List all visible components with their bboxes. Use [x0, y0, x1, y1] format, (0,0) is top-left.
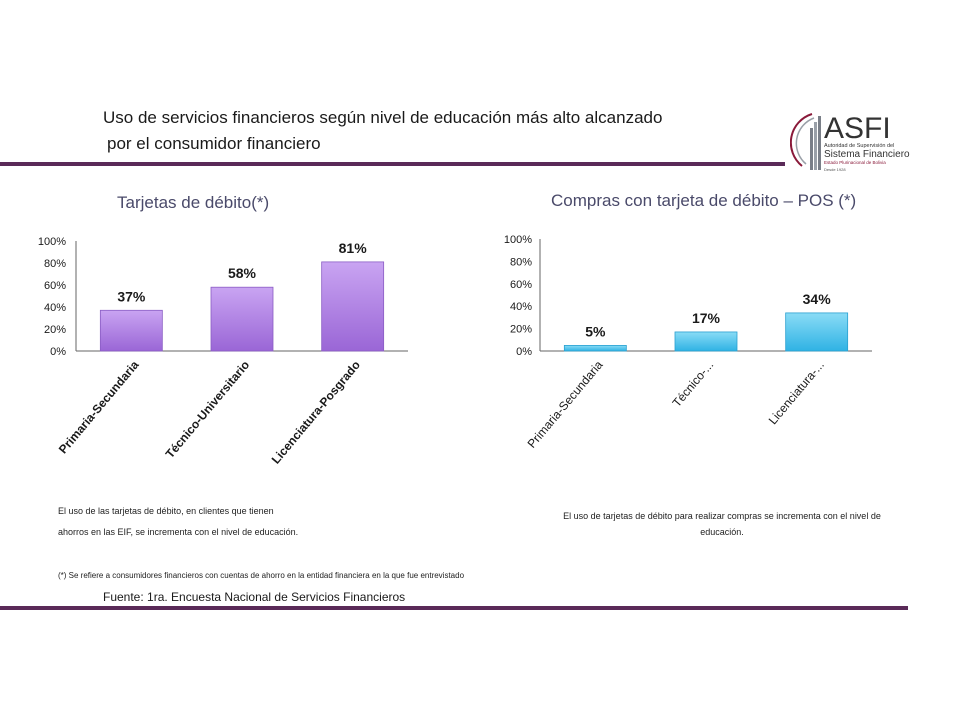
- page-title-line1: Uso de servicios financieros según nivel…: [103, 108, 663, 127]
- chart2-data-label: 17%: [692, 310, 721, 326]
- chart2-ytick-label: 100%: [504, 234, 532, 246]
- footer-divider: [0, 606, 908, 610]
- logo-name: ASFI: [824, 112, 891, 145]
- chart2-category-label: Técnico-...: [670, 358, 717, 410]
- chart2-data-label: 34%: [803, 291, 832, 307]
- note-right: El uso de tarjetas de débito para realiz…: [563, 511, 881, 537]
- footnote: (*) Se refiere a consumidores financiero…: [58, 571, 465, 580]
- chart2-bar: [563, 345, 627, 352]
- chart1-category-label: Primaria-Secundaria: [56, 358, 142, 457]
- logo-line3: Estado Plurinacional de Bolivia: [824, 160, 886, 165]
- chart2-ytick-label: 80%: [510, 256, 532, 268]
- chart1-debit-cards: 100% 80% 60% 40% 20% 0% 37% Primaria-Secundaria…: [38, 236, 408, 467]
- chart1-bar: [321, 261, 385, 352]
- chart1-ytick-label: 40%: [44, 302, 66, 314]
- chart1-ytick-label: 20%: [44, 324, 66, 336]
- chart1-data-label: 58%: [228, 265, 257, 281]
- chart1-title: Tarjetas de débito(*): [117, 193, 270, 212]
- chart2-ytick-label: 60%: [510, 279, 532, 291]
- note-left-line2: ahorros en las EIF, se incrementa con el…: [58, 527, 299, 537]
- chart1-ytick-label: 80%: [44, 258, 66, 270]
- chart2-pos-purchases: 100% 80% 60% 40% 20% 0% 5% Primaria-Secundaria 1…: [504, 234, 872, 451]
- chart1-ytick-label: 60%: [44, 280, 66, 292]
- chart1-data-label: 37%: [117, 288, 146, 304]
- chart2-category-label: Licenciatura-...: [766, 358, 827, 427]
- page-title-line2: por el consumidor financiero: [107, 134, 321, 153]
- chart1-category-label: Técnico-Universitario: [163, 358, 253, 461]
- asfi-logo: ASFI Autoridad de Supervisión del Sistem…: [790, 112, 910, 172]
- chart2-data-label: 5%: [585, 323, 606, 339]
- source-text: Fuente: 1ra. Encuesta Nacional de Servic…: [103, 590, 406, 604]
- chart1-bar: [210, 286, 274, 352]
- chart2-ytick-label: 0%: [516, 346, 532, 358]
- logo-line2: Sistema Financiero: [824, 149, 910, 160]
- header-divider: [0, 162, 785, 166]
- chart2-category-label: Primaria-Secundaria: [525, 358, 606, 451]
- chart2-ytick-label: 20%: [510, 324, 532, 336]
- logo-line1: Autoridad de Supervisión del: [824, 143, 894, 149]
- chart2-bar: [674, 331, 738, 352]
- chart1-ytick-label: 0%: [50, 346, 66, 358]
- chart2-bar: [785, 312, 849, 352]
- chart1-category-label: Licenciatura-Posgrado: [269, 358, 363, 467]
- chart2-title: Compras con tarjeta de débito – POS (*): [551, 191, 857, 210]
- note-left-line1: El uso de las tarjetas de débito, en cli…: [58, 506, 274, 516]
- chart1-bar: [99, 309, 163, 352]
- logo-line4: Desde 1928: [824, 167, 846, 172]
- chart2-ytick-label: 40%: [510, 301, 532, 313]
- chart1-ytick-label: 100%: [38, 236, 66, 248]
- chart1-data-label: 81%: [339, 240, 368, 256]
